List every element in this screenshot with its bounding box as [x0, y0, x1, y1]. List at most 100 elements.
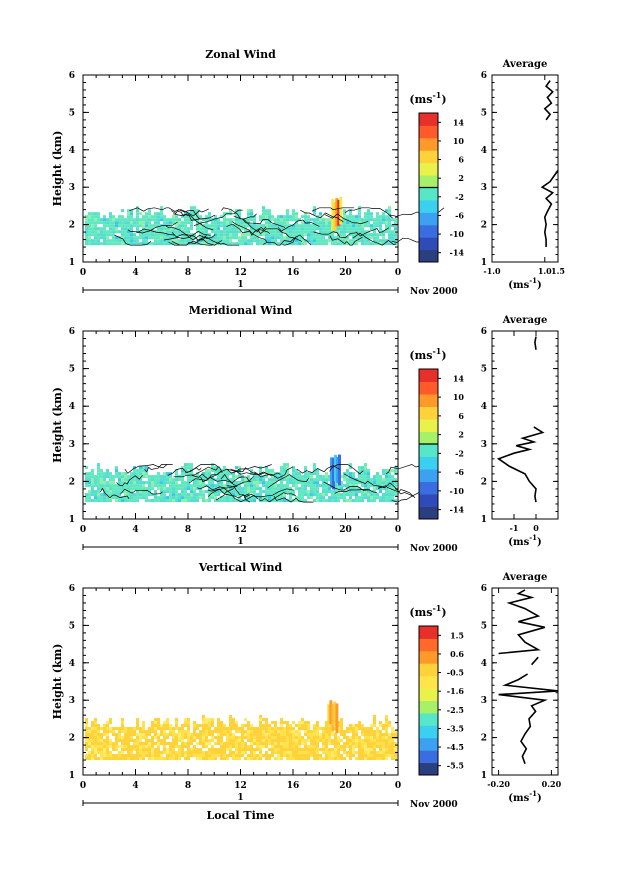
heatmap-cell	[307, 727, 310, 731]
heatmap-cell	[121, 745, 124, 749]
heatmap-cell	[178, 499, 181, 503]
y-tick-label: 4	[69, 146, 75, 156]
colorbar-tick-label: -3.5	[447, 723, 464, 733]
heatmap-cell	[394, 233, 397, 237]
heatmap-cell	[211, 757, 214, 761]
heatmap-cell	[328, 742, 331, 746]
heatmap-cell	[289, 233, 292, 237]
heatmap-cell	[124, 730, 127, 734]
heatmap-cell	[85, 499, 88, 503]
heatmap-cell	[304, 754, 307, 758]
heatmap-cell	[148, 499, 151, 503]
average-x-label-exp: -1	[529, 789, 537, 798]
heatmap-cell	[163, 239, 166, 243]
heatmap-cell	[313, 209, 316, 213]
heatmap-cell	[157, 757, 160, 761]
contour-line	[355, 227, 390, 237]
heatmap-cell	[355, 215, 358, 219]
heatmap-cell	[310, 748, 313, 752]
heatmap-cell	[184, 215, 187, 219]
heatmap-cell	[307, 218, 310, 222]
heatmap-cell	[172, 230, 175, 234]
heatmap-cell	[301, 490, 304, 494]
heatmap-cell	[292, 721, 295, 725]
heatmap-cell	[145, 736, 148, 740]
heatmap-cell	[91, 212, 94, 216]
heatmap-cell	[238, 487, 241, 491]
heatmap-cell	[163, 736, 166, 740]
heatmap-cell	[352, 224, 355, 228]
heatmap-cell	[139, 757, 142, 761]
heatmap-cell	[100, 484, 103, 488]
heatmap-cell	[301, 718, 304, 722]
colorbar-tick-label: 14	[453, 117, 465, 127]
heatmap-cell	[388, 221, 391, 225]
heatmap-cell	[307, 478, 310, 482]
heatmap-cell	[214, 239, 217, 243]
heatmap-cell	[121, 751, 124, 755]
heatmap-cell	[181, 736, 184, 740]
heatmap-cell	[295, 239, 298, 243]
y-tick-label: 1	[69, 771, 75, 781]
heatmap-cell	[244, 742, 247, 746]
heatmap-cell	[283, 472, 286, 476]
heatmap-cell	[379, 736, 382, 740]
heatmap-cell	[256, 239, 259, 243]
heatmap-cell	[331, 490, 334, 494]
heatmap-cell	[361, 239, 364, 243]
heatmap-cell	[343, 475, 346, 479]
heatmap-cell	[328, 730, 331, 734]
colorbar-segment	[419, 137, 438, 151]
heatmap-cell	[376, 242, 379, 246]
heatmap-cell	[214, 218, 217, 222]
heatmap-cell	[331, 751, 334, 755]
heatmap-cell	[187, 484, 190, 488]
heatmap-cell	[256, 487, 259, 491]
heatmap-cell	[91, 239, 94, 243]
heatmap-cell	[358, 748, 361, 752]
heatmap-cell	[307, 739, 310, 743]
heatmap-cell	[214, 242, 217, 246]
heatmap-cell	[265, 727, 268, 731]
heatmap-cell	[310, 475, 313, 479]
heatmap-cell	[259, 715, 262, 719]
heatmap-cell	[127, 212, 130, 216]
heatmap-cell	[229, 748, 232, 752]
heatmap-cell	[367, 481, 370, 485]
heatmap-cell	[97, 727, 100, 731]
heatmap-cell	[205, 754, 208, 758]
heatmap-cell	[187, 493, 190, 497]
heatmap-cell	[346, 493, 349, 497]
heatmap-cell	[208, 493, 211, 497]
heatmap-cell	[208, 481, 211, 485]
heatmap-cell	[127, 730, 130, 734]
heatmap-cell	[115, 736, 118, 740]
heatmap-cell	[196, 496, 199, 500]
heatmap-cell	[265, 475, 268, 479]
heatmap-cell	[205, 224, 208, 228]
heatmap-cell	[241, 478, 244, 482]
heatmap-cell	[184, 754, 187, 758]
heatmap-cell	[370, 742, 373, 746]
heatmap-cell	[244, 230, 247, 234]
heatmap-cell	[358, 499, 361, 503]
heatmap-cell	[190, 212, 193, 216]
heatmap-cell	[199, 754, 202, 758]
contour-line	[242, 219, 286, 228]
heatmap-cell	[328, 218, 331, 222]
heatmap-cell	[154, 239, 157, 243]
heatmap-cell	[109, 745, 112, 749]
heatmap-cell	[169, 221, 172, 225]
heatmap-cell	[199, 224, 202, 228]
heatmap-cell	[121, 754, 124, 758]
heatmap-cell	[124, 487, 127, 491]
heatmap-cell	[181, 236, 184, 240]
heatmap-cell	[388, 475, 391, 479]
heatmap-cell	[271, 745, 274, 749]
heatmap-cell	[334, 754, 337, 758]
heatmap-cell	[232, 236, 235, 240]
average-y-tick-label: 6	[481, 71, 487, 81]
heatmap-cell	[295, 227, 298, 231]
heatmap-cell	[112, 236, 115, 240]
heatmap-cell	[271, 754, 274, 758]
